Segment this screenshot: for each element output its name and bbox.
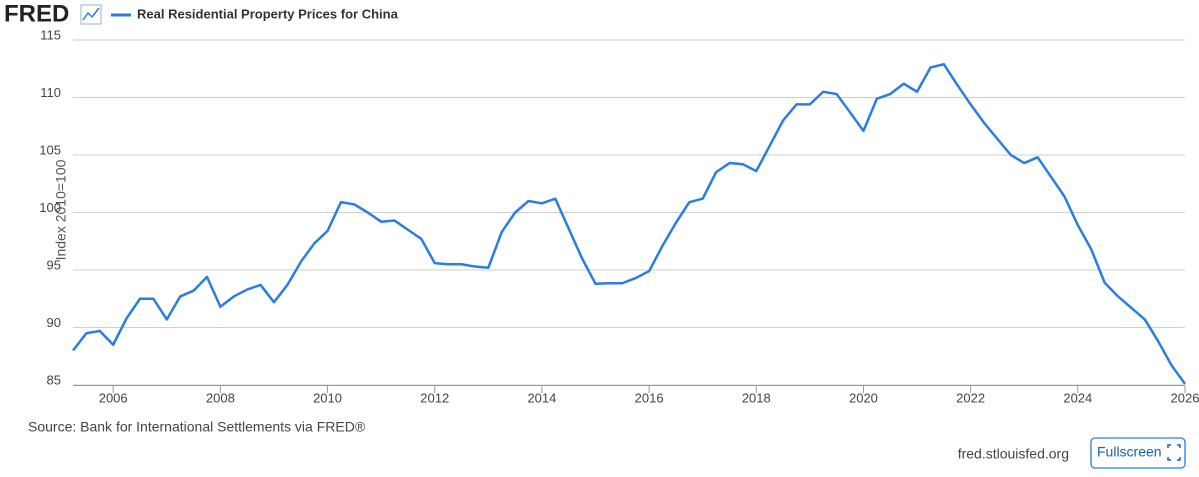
data-line xyxy=(72,62,1187,385)
y-axis-label: Index 2010=100 xyxy=(53,159,69,260)
x-tick-label: 2024 xyxy=(1063,390,1092,405)
x-tick-label: 2016 xyxy=(635,390,664,405)
x-tick-label: 2018 xyxy=(742,390,771,405)
source: Source: Bank for International Settlemen… xyxy=(28,419,366,435)
fullscreen-button[interactable]: Fullscreen xyxy=(1090,437,1186,469)
x-tick-label: 2014 xyxy=(527,390,556,405)
y-tick-label: 115 xyxy=(40,27,61,42)
x-tick-label: 2026 xyxy=(1171,390,1199,405)
x-tick-label: 2006 xyxy=(99,390,128,405)
y-tick-label: 110 xyxy=(40,85,61,100)
y-tick-label: 100 xyxy=(39,200,61,215)
x-tick-label: 2010 xyxy=(313,390,342,405)
logo-icon-line xyxy=(82,7,100,21)
x-tick-label: 2020 xyxy=(849,390,878,405)
button-frame[interactable] xyxy=(1090,437,1186,469)
site-link[interactable]: fred.stlouisfed.org xyxy=(958,446,1069,462)
y-tick-label: 105 xyxy=(39,142,61,157)
legend-label: Real Residential Property Prices for Chi… xyxy=(137,6,399,21)
x-tick-label: 2022 xyxy=(956,390,985,405)
button-label[interactable]: Fullscreen xyxy=(1097,444,1162,460)
x-tick-label: 2012 xyxy=(420,390,449,405)
y-tick-label: 95 xyxy=(47,257,61,272)
y-tick-label: 85 xyxy=(47,372,61,387)
logo: FRED xyxy=(4,0,69,27)
button-icon[interactable] xyxy=(1167,444,1181,461)
y-tick-label: 90 xyxy=(47,315,61,330)
x-tick-label: 2008 xyxy=(206,390,235,405)
logo-icon xyxy=(80,4,102,25)
